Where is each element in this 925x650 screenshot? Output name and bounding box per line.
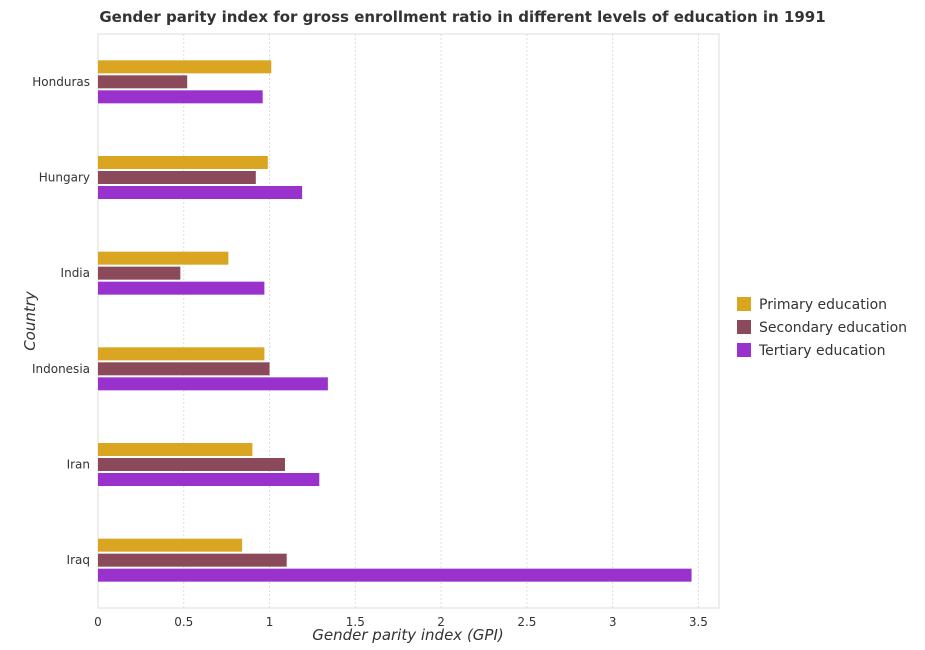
chart-title: Gender parity index for gross enrollment… bbox=[99, 8, 826, 26]
x-tick-label: 1 bbox=[266, 615, 274, 629]
legend: Primary education Secondary education Tert… bbox=[737, 297, 907, 359]
legend-label: Secondary education bbox=[759, 320, 907, 336]
x-tick-label: 3.5 bbox=[689, 615, 708, 629]
bar bbox=[98, 362, 270, 376]
bars bbox=[98, 60, 692, 582]
bar bbox=[98, 347, 265, 361]
y-tick-label: Indonesia bbox=[32, 362, 90, 376]
bar bbox=[98, 281, 265, 295]
bar bbox=[98, 251, 229, 265]
y-tick-label: Iraq bbox=[67, 553, 90, 567]
x-tick-label: 2.5 bbox=[517, 615, 536, 629]
bar bbox=[98, 60, 272, 74]
x-tick-label: 3 bbox=[609, 615, 617, 629]
bar bbox=[98, 90, 263, 104]
x-tick-label: 0 bbox=[94, 615, 102, 629]
bar bbox=[98, 553, 287, 567]
legend-swatch bbox=[737, 297, 751, 311]
bar bbox=[98, 75, 188, 89]
bar bbox=[98, 156, 268, 169]
x-tick-label: 2 bbox=[437, 615, 445, 629]
bar bbox=[98, 538, 243, 552]
bar bbox=[98, 171, 256, 184]
x-tick-labels: 0 0.5 1 1.5 2 2.5 3 3.5 bbox=[94, 615, 708, 629]
y-tick-label: Iran bbox=[67, 458, 90, 472]
y-tick-label: Honduras bbox=[32, 75, 90, 89]
legend-label: Tertiary education bbox=[758, 343, 885, 359]
bar bbox=[98, 266, 181, 280]
legend-swatch bbox=[737, 320, 751, 334]
bar bbox=[98, 377, 328, 391]
plot-area bbox=[97, 33, 720, 609]
y-tick-labels: Honduras Hungary India Indonesia Iran Iraq bbox=[32, 75, 90, 567]
bar bbox=[98, 473, 320, 486]
x-tick-label: 0.5 bbox=[174, 615, 193, 629]
y-tick-label: India bbox=[61, 266, 90, 280]
y-tick-label: Hungary bbox=[39, 171, 90, 185]
bar bbox=[98, 568, 692, 582]
x-tick-label: 1.5 bbox=[346, 615, 365, 629]
y-axis-title: Country bbox=[21, 290, 39, 351]
legend-label: Primary education bbox=[759, 297, 887, 313]
legend-swatch bbox=[737, 343, 751, 357]
bar bbox=[98, 443, 253, 456]
x-axis-title: Gender parity index (GPI) bbox=[312, 626, 503, 644]
bar bbox=[98, 458, 285, 471]
bar bbox=[98, 186, 303, 199]
